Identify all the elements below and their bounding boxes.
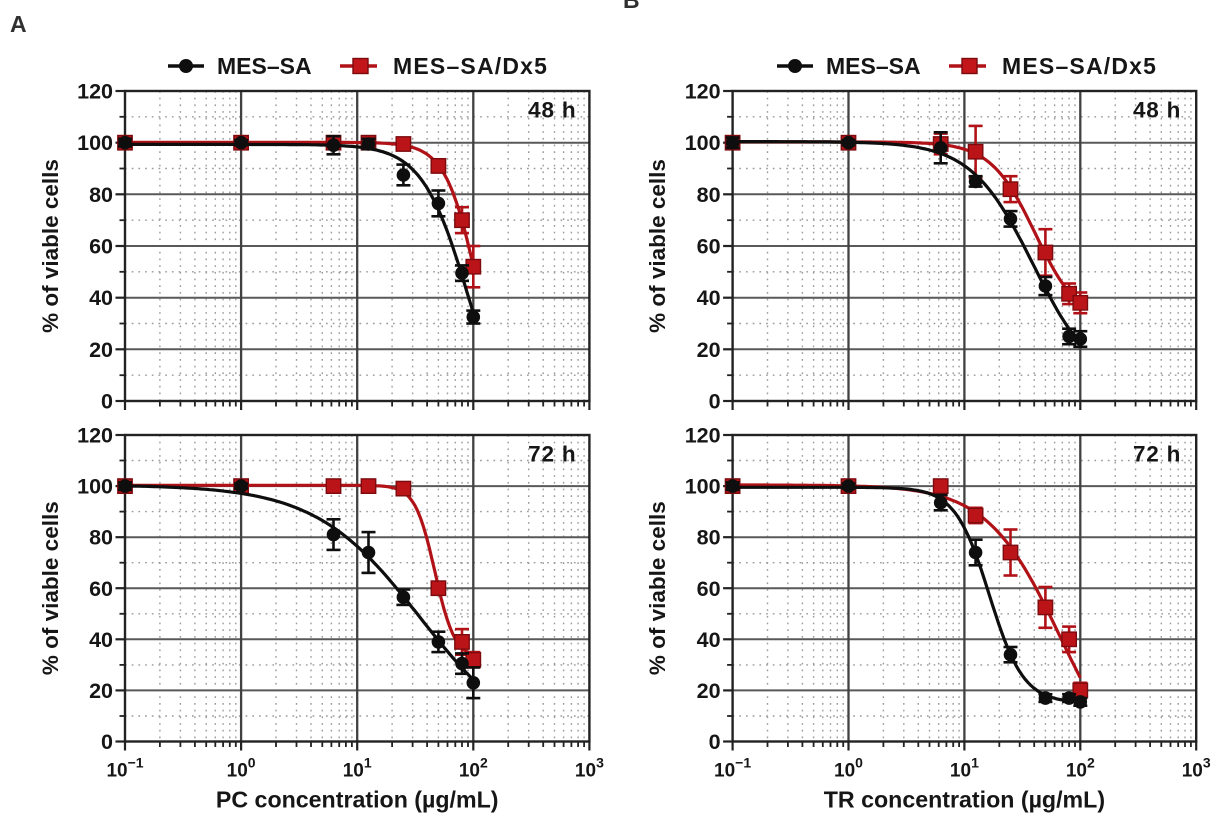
svg-text:100: 100 (685, 131, 721, 155)
svg-text:PC concentration (µg/mL): PC concentration (µg/mL) (216, 787, 499, 813)
svg-text:60: 60 (89, 577, 113, 601)
svg-text:% of viable cells: % of viable cells (38, 501, 63, 675)
svg-text:20: 20 (697, 679, 721, 703)
svg-text:0: 0 (101, 390, 113, 414)
svg-text:40: 40 (697, 286, 721, 310)
svg-text:0: 0 (709, 390, 721, 414)
svg-text:80: 80 (697, 526, 721, 550)
svg-text:72 h: 72 h (528, 442, 576, 467)
svg-text:20: 20 (697, 338, 721, 362)
svg-text:100: 100 (685, 475, 721, 499)
svg-text:MES–SA: MES–SA (826, 53, 921, 79)
svg-text:TR concentration (µg/mL): TR concentration (µg/mL) (824, 787, 1105, 813)
svg-text:20: 20 (89, 338, 113, 362)
svg-text:MES–SA/Dx5: MES–SA/Dx5 (1002, 53, 1157, 79)
svg-text:MES–SA/Dx5: MES–SA/Dx5 (393, 53, 548, 79)
svg-text:0: 0 (709, 730, 721, 754)
svg-text:0: 0 (101, 730, 113, 754)
svg-text:60: 60 (697, 577, 721, 601)
svg-text:120: 120 (685, 424, 721, 448)
svg-text:20: 20 (89, 679, 113, 703)
svg-text:60: 60 (697, 235, 721, 259)
svg-text:120: 120 (77, 424, 113, 448)
svg-text:120: 120 (685, 80, 721, 104)
svg-text:40: 40 (89, 286, 113, 310)
svg-text:100: 100 (77, 131, 113, 155)
svg-text:% of viable cells: % of viable cells (645, 501, 670, 675)
svg-text:% of viable cells: % of viable cells (645, 159, 670, 333)
svg-text:B: B (623, 0, 640, 13)
svg-text:40: 40 (89, 628, 113, 652)
svg-text:60: 60 (89, 235, 113, 259)
svg-text:48 h: 48 h (528, 98, 576, 123)
svg-text:80: 80 (89, 526, 113, 550)
svg-text:48 h: 48 h (1133, 98, 1181, 123)
svg-text:MES–SA: MES–SA (217, 53, 312, 79)
svg-text:120: 120 (77, 80, 113, 104)
svg-text:80: 80 (697, 183, 721, 207)
svg-text:80: 80 (89, 183, 113, 207)
svg-text:% of viable cells: % of viable cells (38, 159, 63, 333)
svg-text:100: 100 (77, 475, 113, 499)
svg-text:40: 40 (697, 628, 721, 652)
svg-text:72 h: 72 h (1133, 442, 1181, 467)
svg-text:A: A (10, 11, 27, 37)
